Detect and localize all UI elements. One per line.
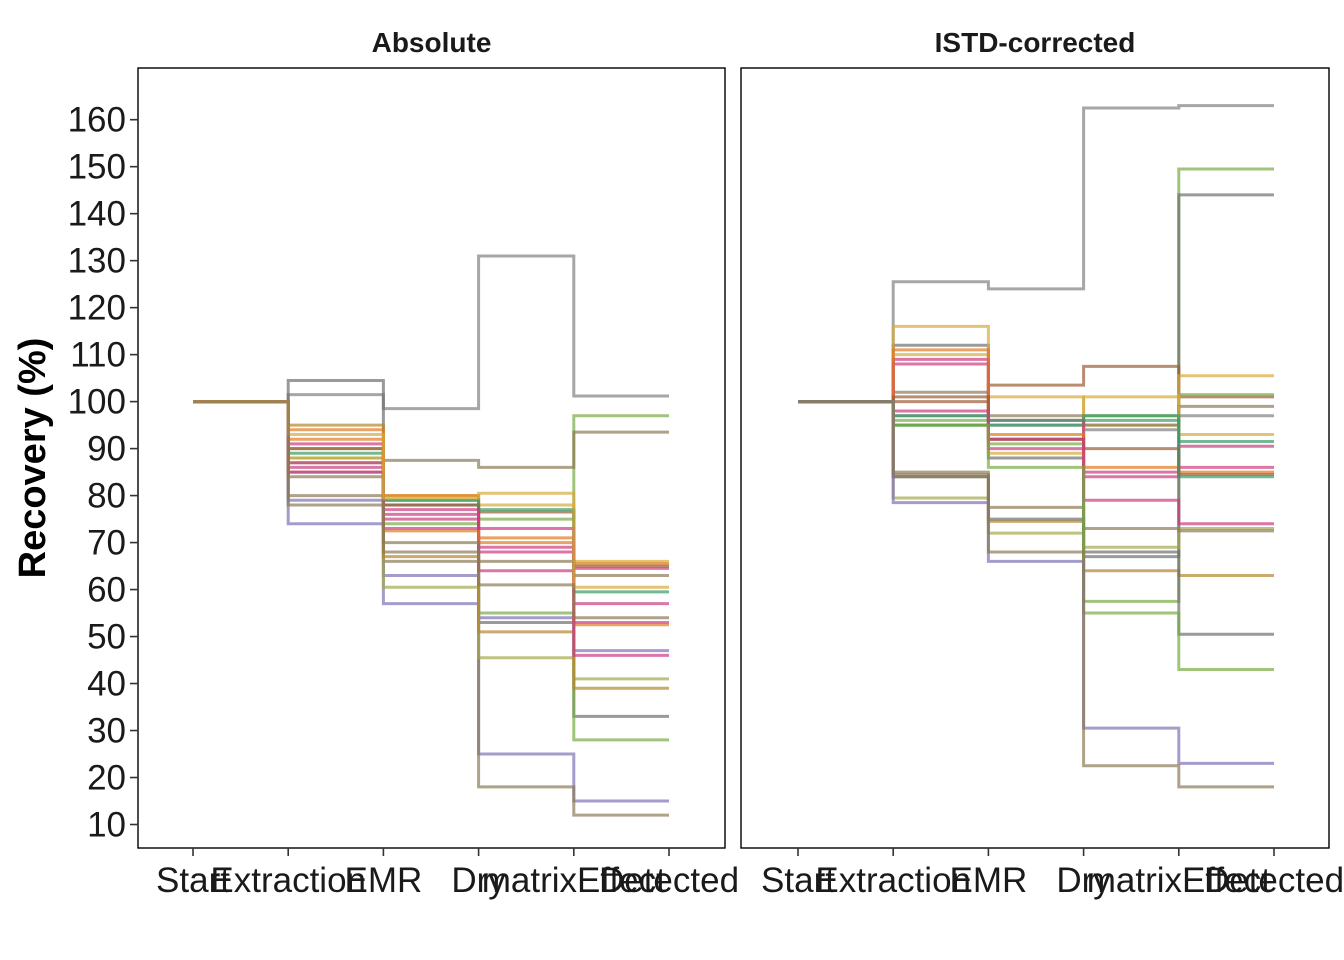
series-line-18 [798, 400, 1274, 577]
y-tick-label: 150 [68, 148, 126, 187]
panel-border [740, 67, 1330, 849]
y-tick-label: 50 [87, 618, 126, 657]
y-tick-label: 160 [68, 101, 126, 140]
series-line-7 [193, 400, 669, 817]
x-tick-label: EMR [950, 861, 1028, 900]
series-line-22 [193, 400, 669, 620]
y-tick-label: 40 [87, 665, 126, 704]
series-line-23 [798, 400, 1274, 789]
series-group [798, 104, 1274, 789]
panel-title: Absolute [372, 27, 492, 58]
series-line-20 [798, 400, 1274, 636]
y-tick-label: 30 [87, 712, 126, 751]
y-tick-label: 70 [87, 524, 126, 563]
x-tick-label: Extraction [815, 861, 971, 900]
series-line-8 [193, 400, 669, 653]
x-tick-label: Dry [1056, 861, 1111, 900]
x-tick-label: Detected [599, 861, 739, 900]
panels: Absolute 10 20 30 40 50 60 70 80 90 100 110 120 130 14… [68, 27, 1344, 900]
series-line-9 [193, 400, 669, 681]
y-tick-label: 20 [87, 759, 126, 798]
y-axis: 10 20 30 40 50 60 70 80 90 100 110 120 130 140 150 160 [68, 101, 138, 845]
y-tick-label: 100 [68, 383, 126, 422]
series-line-3 [193, 400, 669, 474]
y-tick-label: 120 [68, 289, 126, 328]
y-tick-label: 110 [70, 336, 126, 375]
series-line-10 [193, 400, 669, 690]
y-axis-label: Recovery (%) [12, 338, 54, 579]
x-tick-label: matrixEffect [1087, 861, 1271, 900]
series-group [193, 254, 669, 817]
y-tick-label: 10 [87, 806, 126, 845]
series-line-17 [193, 400, 669, 624]
y-tick-label: 60 [87, 571, 126, 610]
y-tick-label: 140 [68, 195, 126, 234]
x-tick-label: Dry [451, 861, 506, 900]
series-line-12 [193, 400, 669, 566]
series-line-11 [798, 362, 1274, 474]
series-line-6 [798, 324, 1274, 427]
x-tick-label: Start [761, 861, 835, 900]
x-tick-label: Detected [1204, 861, 1344, 900]
y-tick-label: 90 [87, 430, 126, 469]
panel-border [137, 67, 726, 849]
series-line-22 [798, 400, 1274, 765]
panel-1: Absolute 10 20 30 40 50 60 70 80 90 100 110 120 130 14… [68, 27, 739, 900]
panel-title: ISTD-corrected [935, 27, 1136, 58]
x-tick-label: matrixEffect [482, 861, 666, 900]
series-line-1 [193, 254, 669, 411]
series-line-20 [193, 400, 669, 577]
x-tick-label: EMR [345, 861, 423, 900]
x-tick-label: Extraction [210, 861, 366, 900]
x-tick-label: Start [156, 861, 230, 900]
series-line-1 [798, 104, 1274, 404]
y-tick-label: 130 [68, 242, 126, 281]
series-line-11 [193, 400, 669, 563]
y-tick-label: 80 [87, 477, 126, 516]
